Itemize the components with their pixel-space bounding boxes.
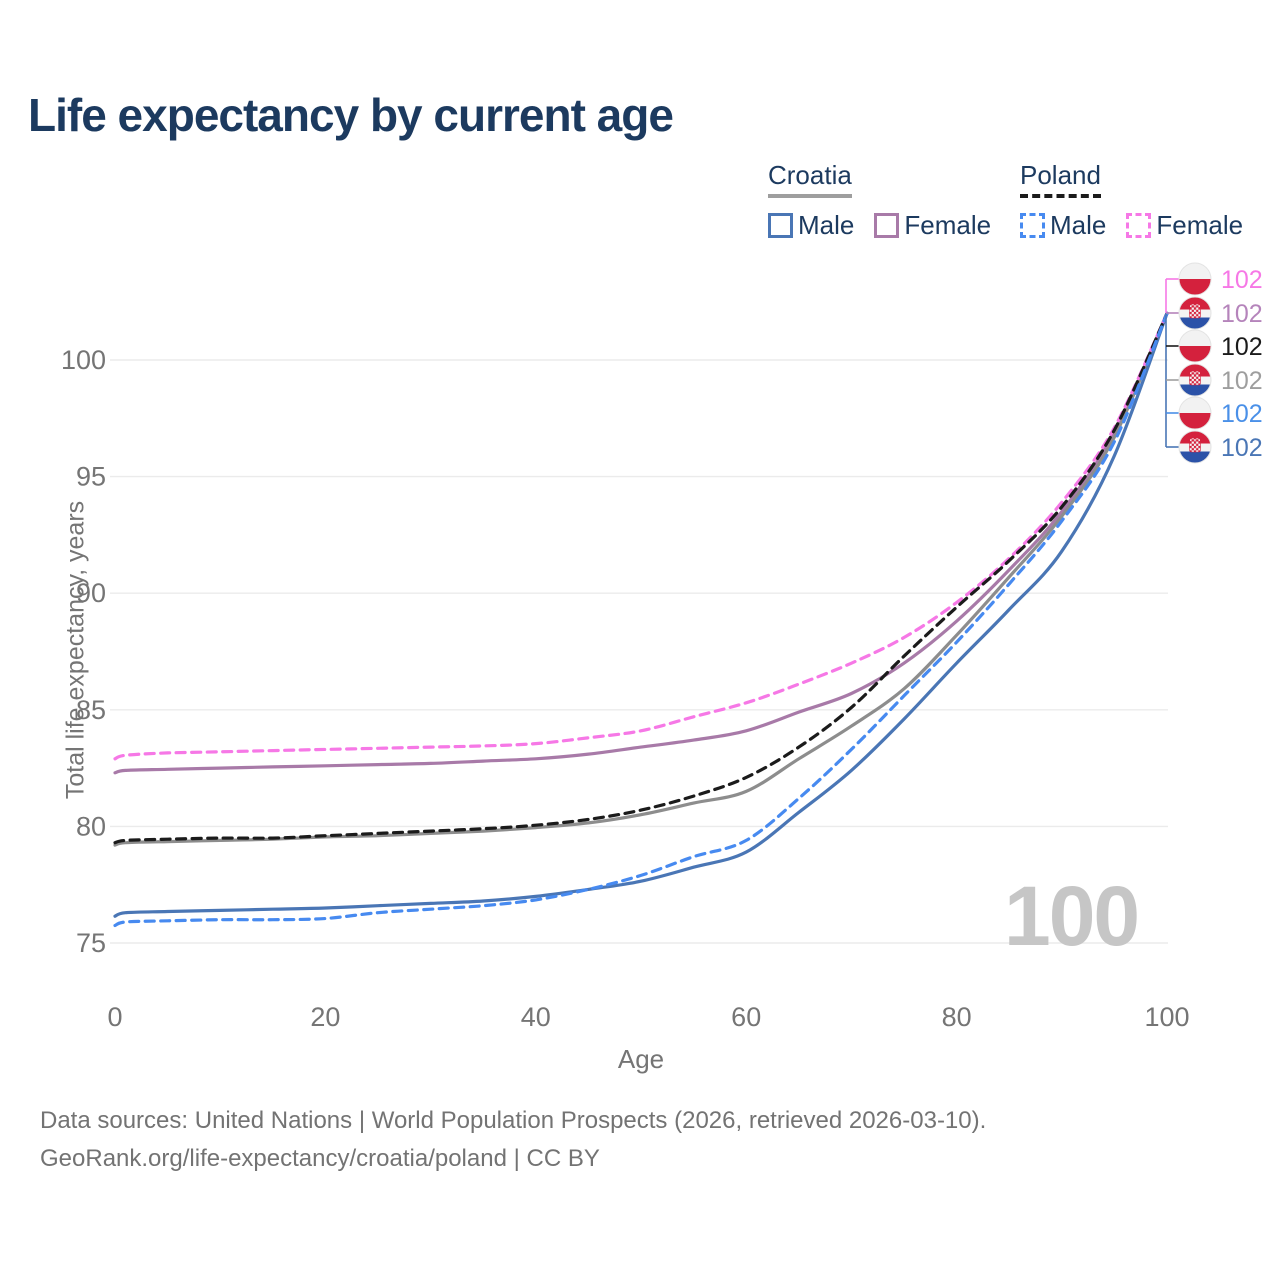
x-axis-title: Age (617, 1044, 665, 1074)
end-value-poland-male: 102 (1221, 400, 1263, 428)
legend-item-croatia-female: Female (874, 210, 991, 241)
end-value-croatia-both-sexes: 102 (1221, 367, 1263, 395)
croatia-flag-icon (1179, 364, 1211, 396)
x-axis-tick-labels: 0 20 40 60 80 100 (107, 1002, 1189, 1032)
page-title: Life expectancy by current age (28, 89, 674, 141)
y-tick-80: 80 (76, 811, 106, 841)
watermark-age-100: 100 (1004, 869, 1140, 963)
curve-poland-female (113, 311, 1169, 761)
legend-item-poland-female: Female (1126, 210, 1243, 241)
croatia-flag-icon (1179, 297, 1211, 329)
legend-row-poland: Male Female (1020, 210, 1263, 241)
x-tick-40: 40 (521, 1002, 551, 1032)
poland-flag-icon (1179, 397, 1211, 429)
croatia-flag-icon (1179, 431, 1211, 463)
x-tick-20: 20 (310, 1002, 340, 1032)
croatia-male-swatch-icon (768, 213, 793, 238)
end-value-poland-both-sexes: 102 (1221, 333, 1263, 361)
x-tick-80: 80 (942, 1002, 972, 1032)
end-value-croatia-male: 102 (1221, 434, 1263, 462)
y-tick-95: 95 (76, 462, 106, 492)
end-value-croatia-female: 102 (1221, 300, 1263, 328)
end-label-values: 102 102 102 102 102 102 (1221, 266, 1263, 462)
gridlines (110, 359, 1168, 944)
legend-label-poland-male: Male (1050, 210, 1107, 240)
curve-croatia-female (113, 311, 1169, 775)
data-sources-line: Data sources: United Nations | World Pop… (40, 1107, 987, 1134)
source-attribution: Data sources: United Nations | World Pop… (40, 1102, 986, 1178)
end-value-poland-female: 102 (1221, 266, 1263, 294)
y-axis-tick-labels: 75 80 85 90 95 100 (61, 345, 106, 958)
croatia-female-swatch-icon (874, 213, 900, 238)
poland-female-swatch-icon (1126, 213, 1152, 238)
legend-label-croatia-male: Male (798, 210, 855, 240)
legend-row-croatia: Male Female (768, 210, 1011, 241)
license-line: GeoRank.org/life-expectancy/croatia/pola… (40, 1145, 600, 1172)
legend-label-poland-female: Female (1156, 210, 1244, 240)
curve-poland-male (113, 311, 1169, 928)
legend-label-croatia-female: Female (904, 210, 992, 240)
y-tick-75: 75 (76, 928, 106, 958)
poland-flag-icon (1179, 263, 1211, 295)
y-tick-90: 90 (76, 578, 106, 608)
poland-male-swatch-icon (1020, 213, 1045, 238)
y-tick-100: 100 (61, 345, 106, 375)
legend-group-croatia: Croatia Male Female (768, 160, 1011, 241)
legend-item-poland-male: Male (1020, 210, 1106, 241)
x-tick-60: 60 (731, 1002, 761, 1032)
legend-item-croatia-male: Male (768, 210, 854, 241)
legend-header-croatia: Croatia (768, 160, 852, 198)
end-label-leader-lines (1165, 278, 1179, 448)
poland-flag-icon (1179, 330, 1211, 362)
end-label-flag-icons (1179, 263, 1211, 463)
legend-group-poland: Poland Male Female (1020, 160, 1263, 241)
y-axis-title: Total life expectancy, years (61, 500, 90, 800)
legend-header-poland: Poland (1020, 160, 1101, 198)
x-tick-0: 0 (107, 1002, 122, 1032)
x-tick-100: 100 (1144, 1002, 1189, 1032)
series-curves (113, 311, 1169, 928)
y-tick-85: 85 (76, 695, 106, 725)
curve-croatia-male (113, 311, 1169, 918)
curve-poland-both-sexes (113, 311, 1169, 845)
